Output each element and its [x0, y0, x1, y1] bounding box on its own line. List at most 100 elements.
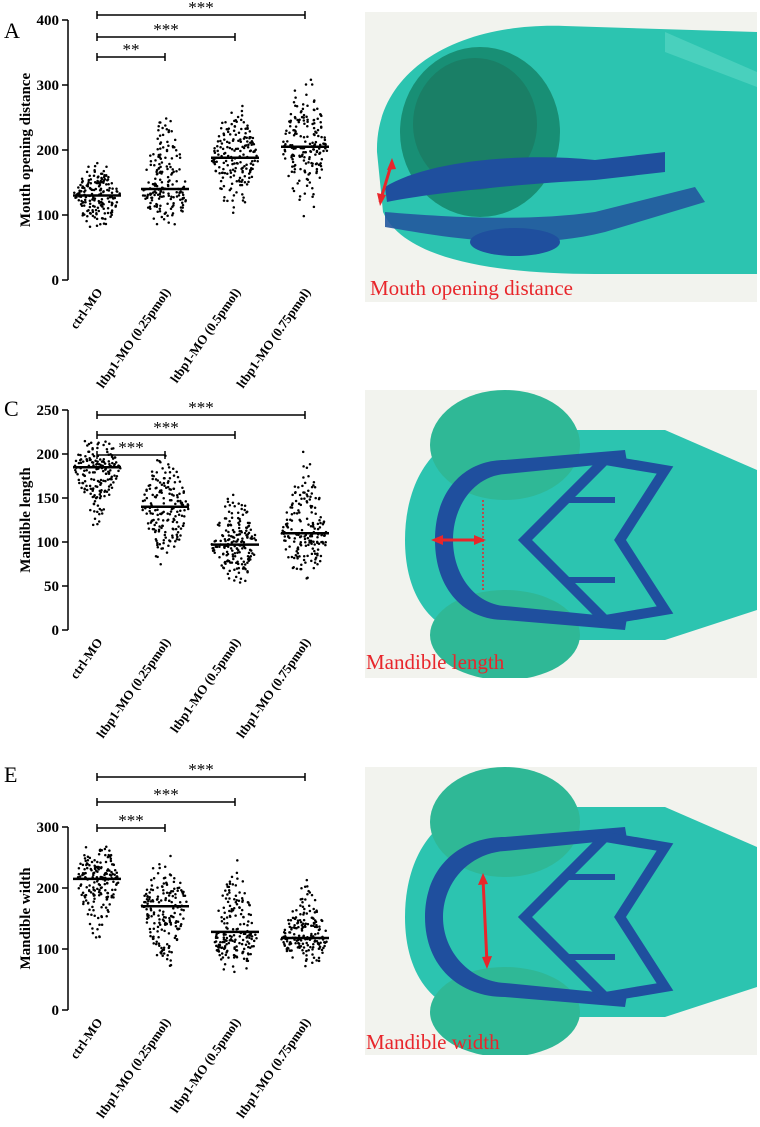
data-point	[245, 136, 248, 140]
data-point	[231, 883, 235, 886]
data-point	[241, 900, 244, 904]
data-point	[241, 104, 244, 108]
data-point	[298, 195, 302, 198]
data-point	[165, 149, 169, 153]
data-point	[283, 928, 287, 932]
data-point	[233, 505, 236, 508]
data-point	[96, 460, 99, 463]
data-point	[239, 577, 243, 580]
data-point	[97, 209, 101, 213]
data-point	[170, 900, 173, 904]
data-point	[300, 886, 303, 890]
data-point	[84, 859, 87, 863]
data-point	[296, 547, 299, 551]
data-point	[239, 529, 243, 533]
data-point	[245, 967, 248, 970]
data-point	[314, 130, 317, 134]
data-point	[100, 906, 103, 909]
data-point	[162, 892, 165, 895]
data-point	[228, 882, 232, 885]
data-point	[167, 946, 171, 950]
data-point	[217, 909, 220, 913]
data-point	[311, 187, 314, 190]
data-point	[81, 460, 85, 463]
data-point	[297, 509, 300, 512]
data-point	[255, 154, 258, 158]
data-point	[223, 138, 226, 141]
data-point	[173, 222, 176, 226]
data-point	[169, 197, 173, 201]
data-point	[314, 920, 318, 924]
data-point	[156, 895, 160, 898]
data-point	[179, 509, 182, 513]
data-point	[246, 570, 249, 573]
data-point	[294, 130, 297, 133]
data-point	[232, 557, 235, 561]
data-point	[315, 540, 319, 544]
data-point	[165, 551, 169, 554]
data-point	[167, 463, 170, 466]
data-point	[318, 152, 321, 156]
data-point	[80, 189, 83, 193]
data-point	[79, 884, 82, 887]
data-point	[156, 541, 159, 545]
larva-lateral-illustration	[365, 12, 757, 302]
sig-stars: ***	[153, 20, 179, 39]
data-point	[245, 534, 248, 537]
data-point	[150, 915, 153, 918]
data-point	[98, 923, 101, 927]
data-point	[283, 932, 287, 935]
data-point	[302, 476, 305, 479]
data-point	[178, 156, 182, 160]
data-point	[78, 875, 82, 878]
data-point	[302, 214, 306, 218]
x-category-label: ltbp1-MO (0.25pmol)	[93, 1015, 173, 1121]
x-category-label: ctrl-MO	[67, 635, 106, 681]
y-tick-label: 150	[37, 491, 60, 507]
data-point	[227, 956, 230, 959]
data-point	[310, 552, 314, 556]
data-point	[247, 953, 250, 956]
data-point	[223, 171, 227, 175]
data-point	[91, 210, 95, 214]
data-point	[92, 502, 96, 506]
data-point	[289, 919, 293, 922]
data-point	[289, 112, 293, 116]
data-point	[225, 883, 229, 886]
data-point	[303, 885, 307, 889]
data-point	[287, 555, 290, 559]
data-point	[77, 872, 81, 876]
data-point	[219, 139, 222, 143]
data-point	[182, 917, 185, 920]
data-point	[246, 923, 249, 927]
data-point	[311, 122, 314, 126]
data-point	[313, 549, 316, 553]
data-point	[315, 167, 319, 171]
data-point	[311, 961, 314, 964]
data-point	[154, 478, 158, 481]
data-point	[323, 138, 327, 142]
data-point	[307, 543, 310, 547]
data-point	[156, 543, 159, 547]
sig-stars: ***	[188, 398, 214, 417]
y-axis-label: Mouth opening distance	[18, 73, 34, 228]
data-point	[253, 537, 256, 540]
data-point	[307, 489, 310, 492]
data-point	[291, 566, 295, 570]
data-point	[239, 118, 243, 122]
data-point	[227, 577, 231, 580]
data-point	[241, 199, 245, 202]
data-point	[111, 187, 114, 190]
data-point	[159, 899, 163, 902]
data-point	[176, 531, 180, 534]
data-point	[175, 180, 178, 183]
data-point	[308, 181, 312, 184]
data-point	[224, 159, 228, 163]
data-point	[104, 440, 107, 443]
data-point	[306, 118, 309, 121]
data-point	[230, 561, 234, 564]
data-point	[182, 490, 186, 493]
data-point	[176, 499, 180, 503]
data-point	[235, 533, 239, 537]
data-point	[308, 539, 311, 542]
